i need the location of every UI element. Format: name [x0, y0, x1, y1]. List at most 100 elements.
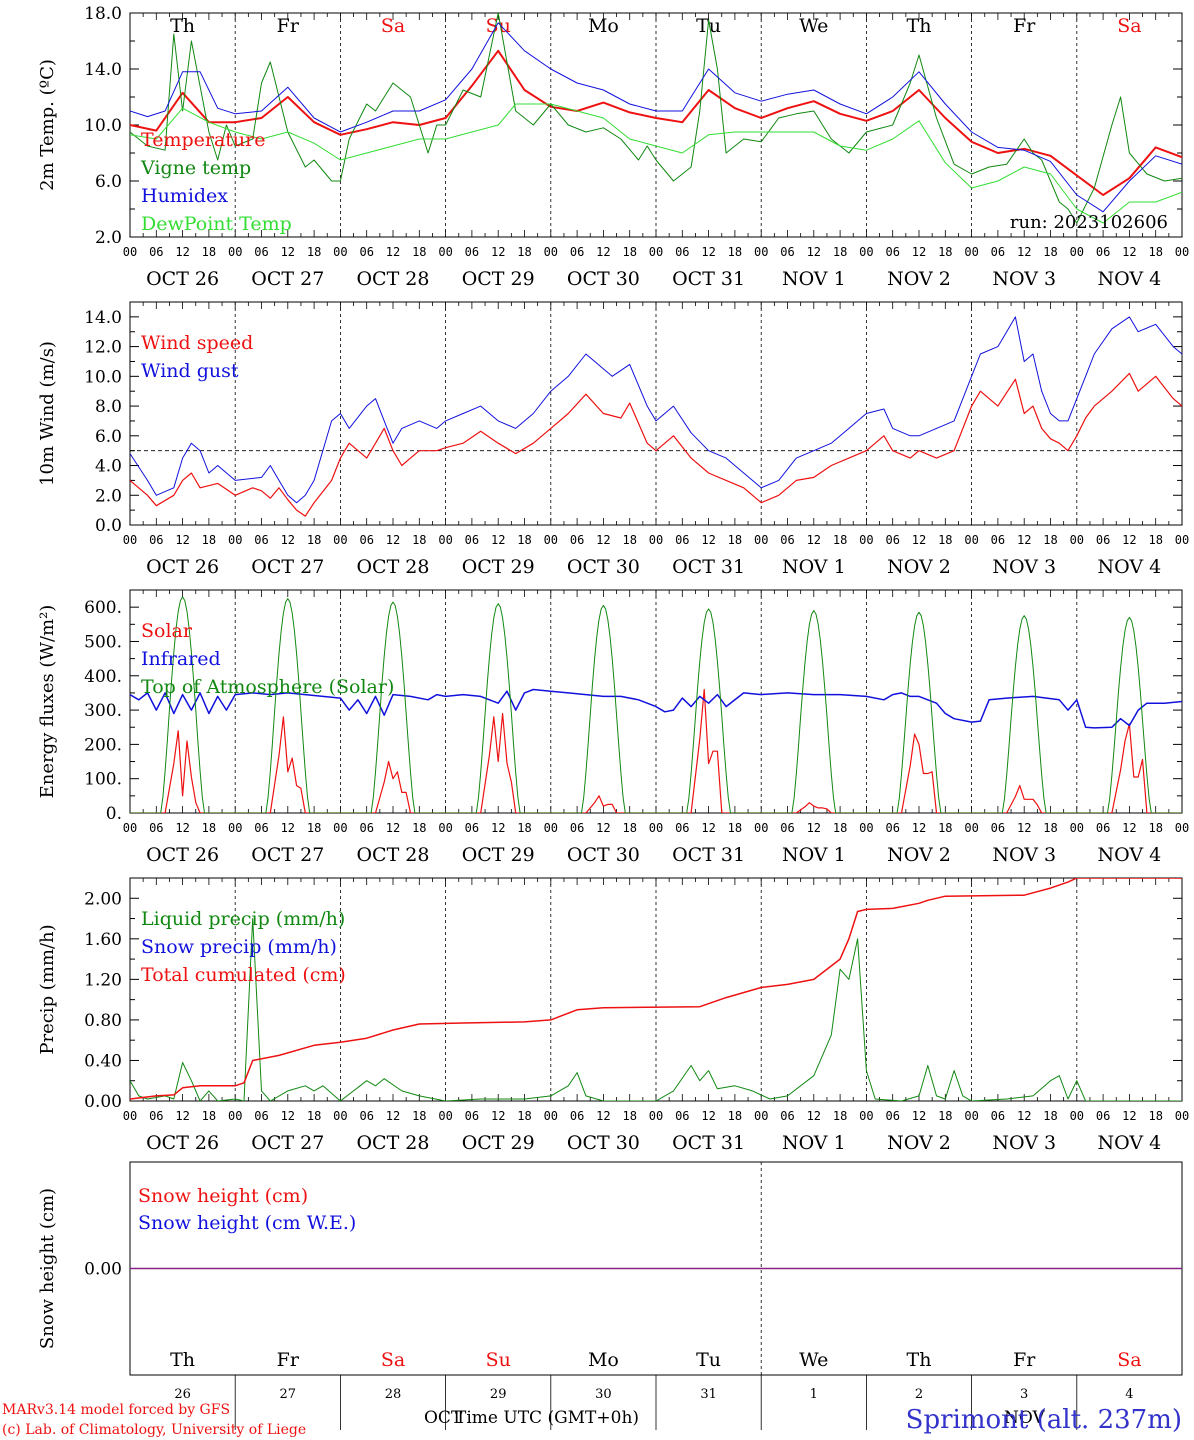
hour-tick-label: 00: [754, 1109, 768, 1123]
hour-tick-label: 00: [333, 1109, 347, 1123]
hour-tick-label: 06: [359, 245, 373, 259]
date-label: OCT 28: [356, 844, 429, 866]
hour-tick-label: 18: [412, 821, 426, 835]
day-number-label: 30: [595, 1387, 612, 1402]
hour-tick-label: 06: [149, 533, 163, 547]
hour-tick-label: 06: [254, 245, 268, 259]
weekday-label: We: [799, 15, 828, 37]
y-tick-label: 1.60: [84, 930, 122, 950]
hour-tick-label: 12: [1122, 245, 1136, 259]
hour-tick-label: 18: [1043, 245, 1057, 259]
hour-tick-label: 12: [807, 1109, 821, 1123]
hour-tick-label: 12: [281, 245, 295, 259]
panel-frame: [129, 589, 1183, 814]
hour-tick-label: 12: [701, 821, 715, 835]
day-number-label: 4: [1125, 1387, 1133, 1402]
panel-energy: 00 06 12 18 00 06 12 18 00 06 12 18 00 06 12 18 00 06 12 18…: [37, 589, 1189, 866]
legend-entry: Snow height (cm W.E.): [138, 1212, 356, 1234]
date-label: NOV 4: [1098, 556, 1162, 578]
hour-tick-label: 00: [754, 821, 768, 835]
hour-tick-label: 18: [728, 1109, 742, 1123]
y-tick-label: 12.0: [84, 338, 122, 358]
hour-tick-label: 18: [307, 821, 321, 835]
date-label: OCT 27: [251, 844, 324, 866]
hour-tick-label: 18: [728, 821, 742, 835]
hour-tick-label: 18: [517, 1109, 531, 1123]
footer-model-text: MARv3.14 model forced by GFS: [2, 1402, 230, 1418]
hour-tick-label: 00: [123, 821, 137, 835]
date-label: OCT 27: [251, 1132, 324, 1154]
legend-entry: Wind gust: [141, 360, 239, 382]
hour-tick-label: 06: [359, 821, 373, 835]
hour-tick-label: 12: [281, 1109, 295, 1123]
hour-tick-label: 06: [254, 821, 268, 835]
hour-tick-label: 18: [307, 245, 321, 259]
hour-tick-label: 12: [912, 533, 926, 547]
hour-tick-label: 12: [701, 533, 715, 547]
hour-tick-label: 18: [833, 1109, 847, 1123]
hour-tick-label: 12: [1122, 1109, 1136, 1123]
hour-tick-label: 12: [1122, 821, 1136, 835]
y-tick-label: 2.0: [95, 228, 122, 248]
footer-month-left: OCT: [424, 1408, 463, 1428]
hour-tick-label: 00: [228, 533, 242, 547]
hour-tick-label: 12: [1122, 533, 1136, 547]
panel-snow: Th 26 Fr 27 Sa 28 Su 29 Mo 30 Tu 31 We 1 Th 2 Fr 3 Sa 4 0.00…: [37, 1161, 1183, 1430]
hour-tick-label: 06: [1096, 821, 1110, 835]
footer-credit-text: (c) Lab. of Climatology, University of L…: [2, 1422, 306, 1438]
hour-tick-label: 12: [175, 533, 189, 547]
hour-tick-label: 00: [1070, 821, 1084, 835]
date-label: NOV 2: [887, 1132, 951, 1154]
date-label: NOV 1: [782, 556, 846, 578]
hour-tick-label: 18: [517, 533, 531, 547]
weekday-label: Th: [907, 1349, 932, 1371]
day-number-label: 29: [490, 1387, 507, 1402]
date-label: OCT 30: [567, 268, 640, 290]
hour-tick-label: 18: [728, 245, 742, 259]
hour-tick-label: 06: [149, 821, 163, 835]
hour-tick-label: 00: [964, 1109, 978, 1123]
hour-tick-label: 18: [938, 1109, 952, 1123]
hour-tick-label: 06: [570, 1109, 584, 1123]
hour-tick-label: 18: [622, 1109, 636, 1123]
day-number-label: 1: [810, 1387, 818, 1402]
hour-tick-label: 00: [1175, 821, 1189, 835]
date-label: NOV 2: [887, 844, 951, 866]
date-label: OCT 26: [146, 268, 219, 290]
date-label: OCT 30: [567, 556, 640, 578]
hour-tick-label: 18: [728, 533, 742, 547]
hour-tick-label: 12: [1017, 245, 1031, 259]
hour-tick-label: 12: [491, 1109, 505, 1123]
weekday-label: Fr: [277, 1349, 300, 1371]
series-wind-speed: [130, 372, 1182, 517]
hour-tick-label: 00: [859, 1109, 873, 1123]
y-tick-label: 500.: [84, 632, 122, 652]
hour-tick-label: 00: [228, 245, 242, 259]
footer-time-label: Time UTC (GMT+0h): [455, 1408, 639, 1428]
hour-tick-label: 06: [465, 245, 479, 259]
hour-tick-label: 18: [1148, 533, 1162, 547]
hour-tick-label: 12: [912, 821, 926, 835]
date-label: OCT 29: [462, 268, 535, 290]
series-humidex: [130, 22, 1182, 213]
date-label: OCT 30: [567, 844, 640, 866]
legend-entry: Snow height (cm): [138, 1185, 308, 1207]
plot-area: [130, 316, 1182, 517]
hour-tick-label: 06: [675, 533, 689, 547]
hour-tick-label: 12: [1017, 821, 1031, 835]
weekday-label: Fr: [277, 15, 300, 37]
y-tick-label: 0.00: [84, 1260, 122, 1280]
hour-tick-label: 06: [675, 821, 689, 835]
hour-tick-label: 00: [438, 245, 452, 259]
hour-tick-label: 06: [780, 245, 794, 259]
date-label: NOV 3: [992, 1132, 1056, 1154]
hour-tick-label: 06: [465, 821, 479, 835]
hour-tick-label: 06: [675, 245, 689, 259]
hour-tick-label: 00: [649, 533, 663, 547]
hour-tick-label: 00: [859, 533, 873, 547]
hour-tick-label: 06: [991, 1109, 1005, 1123]
hour-tick-label: 00: [438, 1109, 452, 1123]
legend-entry: Temperature: [141, 129, 265, 151]
hour-tick-label: 18: [1043, 1109, 1057, 1123]
y-tick-label: 2.00: [84, 889, 122, 909]
